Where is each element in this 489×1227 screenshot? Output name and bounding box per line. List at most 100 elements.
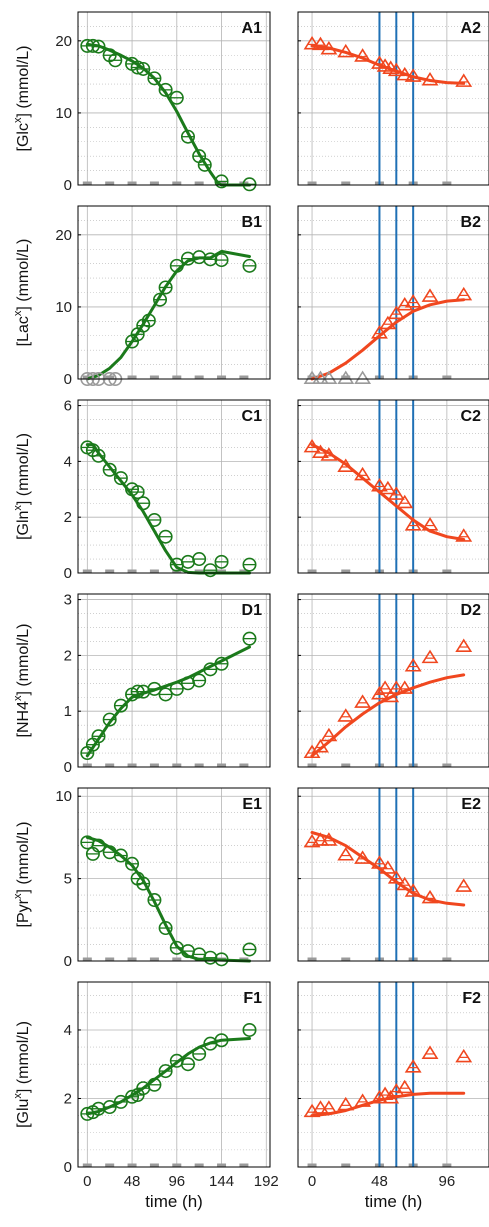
axes-frame [297, 205, 489, 380]
data-point [303, 438, 321, 453]
x-tick-label: 96 [168, 1173, 185, 1190]
y-tick-label: 0 [64, 953, 72, 970]
panel-b1: 0 10 20 B1 [Lacx] (mmol/L) [12, 205, 271, 388]
panel-a2: A2 [297, 11, 489, 186]
panel-label: E2 [461, 796, 481, 813]
data-point [379, 315, 397, 330]
data-point [421, 517, 439, 531]
axes-frame [77, 11, 271, 186]
data-point [337, 847, 355, 861]
data-point [312, 738, 329, 753]
panel-e1: 0 5 10 E1 [Pyrx] (mmol/L) [12, 787, 271, 970]
plot-area [78, 788, 270, 961]
data-point [320, 727, 338, 742]
data-point [421, 889, 439, 904]
data-point [455, 638, 473, 653]
data-point [421, 71, 439, 86]
data-point [387, 680, 405, 694]
data-point [396, 876, 414, 891]
data-point [396, 494, 414, 509]
data-point [354, 466, 372, 481]
x-tick-label: 0 [83, 1173, 91, 1190]
data-point [387, 870, 405, 884]
excluded-point [312, 370, 329, 385]
plot-area [298, 788, 489, 961]
data-point [379, 860, 397, 874]
x-tick-label: 48 [371, 1173, 388, 1190]
plot-area [78, 982, 270, 1167]
axes-frame [297, 787, 489, 962]
y-tick-label: 10 [55, 299, 72, 316]
plot-area [298, 594, 489, 767]
panel-f2: F2 0 48 96 time (h) [297, 981, 489, 1211]
data-point [455, 528, 473, 542]
data-point [371, 1089, 388, 1104]
data-point [404, 658, 422, 672]
excluded-point [320, 370, 338, 385]
x-tick-label: 96 [439, 1173, 456, 1190]
plot-area [78, 400, 270, 573]
y-tick-label: 3 [64, 592, 72, 609]
data-point [455, 286, 473, 301]
axes-frame [297, 593, 489, 768]
y-axis-label: [Glnx] (mmol/L) [12, 433, 32, 540]
axes-frame [77, 787, 271, 962]
axes-frame [297, 399, 489, 574]
data-point [387, 62, 405, 77]
data-point [320, 447, 338, 461]
data-point [337, 1096, 355, 1111]
data-point [354, 1093, 372, 1107]
panel-label: E1 [242, 796, 262, 813]
panel-b2: B2 [297, 205, 489, 385]
axes-frame [77, 981, 271, 1168]
data-point [455, 878, 473, 892]
panel-label: D2 [461, 602, 482, 619]
y-tick-label: 1 [64, 703, 72, 720]
data-point [312, 36, 329, 51]
panel-d1: 0 1 2 3 D1 [NH4x] (mmol/L) [12, 592, 271, 776]
x-tick-label: 144 [209, 1173, 234, 1190]
y-tick-label: 4 [64, 1022, 72, 1039]
y-axis-label: [Pyrx] (mmol/L) [12, 822, 32, 928]
panel-label: D1 [242, 602, 263, 619]
y-tick-label: 10 [55, 105, 72, 122]
data-point [320, 832, 338, 846]
axes-frame [77, 205, 271, 380]
excluded-point [337, 370, 355, 385]
y-tick-label: 5 [64, 871, 72, 888]
data-point [371, 477, 388, 492]
excluded-point [303, 370, 321, 385]
y-tick-label: 0 [64, 759, 72, 776]
panel-c1: 0 2 4 6 C1 [Glnx] (mmol/L) [12, 398, 271, 582]
plot-area [78, 594, 270, 767]
data-point [396, 66, 414, 81]
data-point [376, 680, 394, 694]
data-point [396, 680, 414, 694]
data-point [404, 68, 422, 82]
plot-area [298, 982, 489, 1167]
data-point [404, 517, 422, 531]
data-point [421, 288, 439, 302]
y-tick-label: 0 [64, 371, 72, 388]
model-curve [310, 443, 466, 541]
x-axis-label: time (h) [145, 1192, 203, 1211]
y-tick-label: 0 [64, 177, 72, 194]
y-tick-label: 20 [55, 227, 72, 244]
model-curve [310, 831, 466, 907]
y-tick-label: 10 [55, 788, 72, 805]
axes-frame [297, 11, 489, 186]
panel-label: B2 [461, 214, 482, 231]
panel-e2: E2 [297, 787, 489, 962]
panel-label: C1 [242, 408, 263, 425]
axes-frame [77, 399, 271, 574]
data-point [354, 694, 372, 708]
panel-label: A1 [242, 20, 263, 37]
y-axis-label: [NH4x] (mmol/L) [12, 624, 32, 738]
panel-d2: D2 [297, 593, 489, 768]
y-tick-label: 0 [64, 1159, 72, 1176]
data-point [371, 325, 388, 339]
data-point [382, 1089, 400, 1104]
data-point [421, 1045, 439, 1059]
x-axis-label: time (h) [365, 1192, 423, 1211]
